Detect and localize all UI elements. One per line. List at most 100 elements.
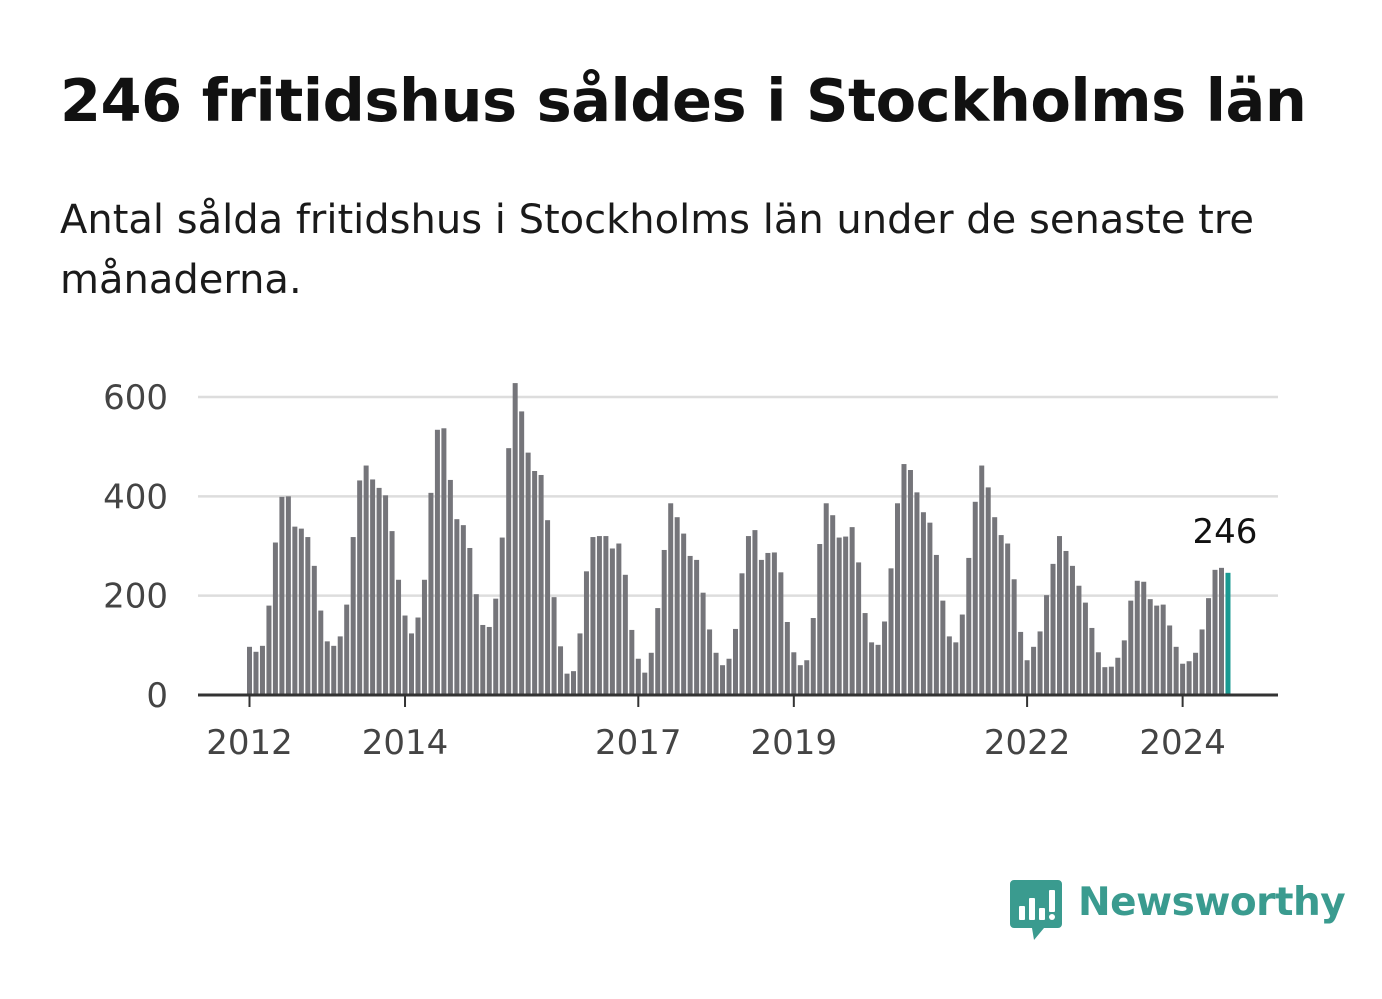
bar <box>493 598 499 695</box>
bar <box>1037 631 1043 695</box>
bar <box>758 559 764 695</box>
bar <box>1186 661 1192 695</box>
bar <box>590 537 596 695</box>
x-tick-label: 2024 <box>1139 723 1226 763</box>
bar <box>318 610 324 695</box>
bar <box>920 512 926 695</box>
bars <box>247 383 1231 695</box>
bar <box>1219 567 1224 695</box>
bar <box>428 492 434 695</box>
bar <box>856 562 862 695</box>
x-tick-label: 2019 <box>751 723 838 763</box>
bar <box>1095 652 1101 695</box>
bar <box>1212 569 1218 695</box>
bar <box>551 597 557 695</box>
bar <box>279 496 285 695</box>
bar <box>1193 652 1199 695</box>
bar <box>1141 581 1147 695</box>
bar <box>849 527 855 695</box>
bar <box>882 621 888 695</box>
bar <box>486 626 492 695</box>
bar <box>603 536 609 695</box>
bar <box>1115 657 1121 695</box>
bar <box>467 547 473 695</box>
bar <box>998 535 1004 695</box>
bar <box>1044 595 1050 695</box>
bar <box>804 660 810 695</box>
bar <box>972 501 978 695</box>
bar <box>933 554 939 695</box>
bar <box>1089 627 1095 695</box>
bar <box>1018 631 1024 695</box>
bar <box>707 629 713 695</box>
bar <box>402 615 408 695</box>
highlight-value-label: 246 <box>1193 512 1258 552</box>
bar <box>875 644 881 695</box>
bar <box>1128 600 1134 695</box>
bar <box>259 645 265 695</box>
x-tick-label: 2017 <box>595 723 682 763</box>
bar <box>519 411 525 695</box>
bar <box>655 608 661 695</box>
bar <box>532 471 538 695</box>
bar <box>1206 598 1212 695</box>
bar <box>810 618 816 695</box>
bar <box>545 520 551 695</box>
bar <box>739 573 745 695</box>
bar <box>745 536 751 695</box>
bar <box>901 464 907 695</box>
bar <box>396 579 402 695</box>
highlight-bar <box>1225 572 1231 695</box>
bar <box>1199 629 1205 695</box>
bar <box>609 548 615 695</box>
bar <box>1057 536 1062 695</box>
bar <box>687 555 693 695</box>
bar <box>635 658 641 695</box>
bar <box>1082 602 1088 695</box>
bar <box>946 636 952 695</box>
bar <box>752 530 758 695</box>
bar <box>629 629 635 695</box>
bar <box>1063 550 1069 695</box>
bar <box>817 544 823 695</box>
bar <box>512 383 518 695</box>
bar <box>480 624 486 695</box>
bar <box>862 613 868 695</box>
bar <box>441 428 447 695</box>
bar <box>357 480 363 695</box>
bar <box>253 651 259 695</box>
bar <box>992 517 998 695</box>
bar <box>363 465 369 695</box>
bar <box>622 574 628 695</box>
bar <box>473 594 479 695</box>
bar <box>1134 580 1140 695</box>
bar <box>1173 646 1179 695</box>
bar <box>434 429 440 695</box>
bar <box>1108 666 1114 695</box>
bar <box>571 671 576 695</box>
bar <box>979 465 985 695</box>
bar <box>376 487 382 695</box>
bar <box>583 571 589 695</box>
bar <box>953 642 959 695</box>
bar <box>726 658 732 695</box>
x-tick-label: 2014 <box>362 723 449 763</box>
bar <box>700 592 706 695</box>
bar <box>324 641 330 695</box>
bar <box>596 536 602 695</box>
bar-chart: 0 200 400 600 2012 2014 2017 2019 2022 2024 246 <box>103 378 1278 763</box>
bar <box>661 549 667 695</box>
bar <box>499 537 505 695</box>
bar <box>409 633 414 695</box>
bar <box>843 536 849 695</box>
bar <box>674 517 680 695</box>
bar <box>797 665 803 695</box>
bar <box>681 533 687 695</box>
y-tick-label: 600 <box>103 378 168 418</box>
bar <box>1005 543 1011 695</box>
newsworthy-logo: Newsworthy <box>1010 878 1346 942</box>
bar <box>791 652 797 695</box>
bar <box>331 645 337 695</box>
bar <box>389 531 395 695</box>
bar <box>1069 565 1075 695</box>
